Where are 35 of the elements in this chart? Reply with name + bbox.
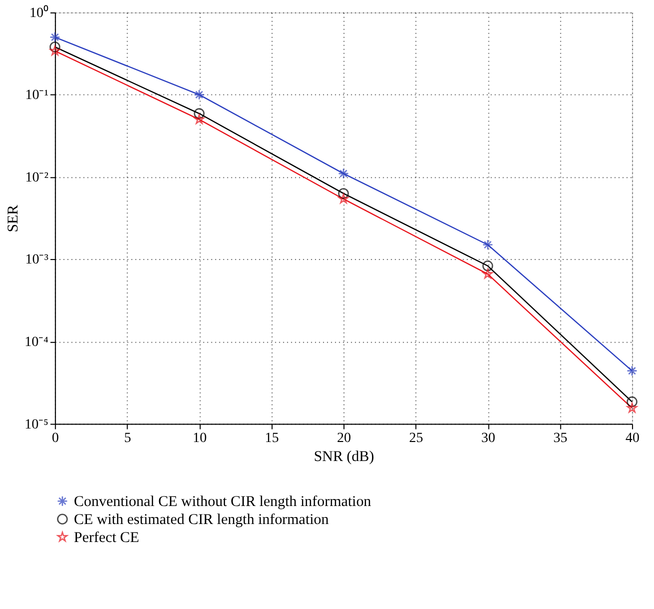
x-tick-label: 20 [336,431,351,446]
legend-label: Conventional CE without CIR length information [74,494,372,510]
y-tick-label: 10⁻¹ [25,88,48,104]
point [626,365,638,376]
point [50,46,60,56]
x-tick-label: 30 [481,431,496,446]
x-tick-label: 15 [264,431,279,446]
point [194,108,205,119]
y-tick-label: 10⁻³ [25,252,48,268]
x-axis-title: SNR (dB) [314,449,374,466]
x-tick-label: 0 [52,431,59,446]
y-axis-title: SER [6,204,22,232]
point [338,188,349,199]
point [50,42,60,52]
y-tick-label: 10⁰ [29,4,48,21]
point [338,168,349,179]
point [50,32,60,43]
point [626,396,638,408]
point [194,114,204,124]
point [194,89,205,100]
x-tick-label: 10 [192,431,207,446]
x-tick-label: 5 [124,431,132,446]
x-tick-label: 35 [553,431,568,446]
y-tick-label: 10⁻⁴ [24,334,49,350]
point [482,260,494,272]
point [482,268,493,279]
x-tick-label: 25 [409,431,424,446]
point [626,402,638,413]
y-tick-label: 10⁻⁵ [24,417,49,432]
point [338,194,349,204]
y-tick-label: 10⁻² [25,170,48,186]
point [482,239,494,250]
x-tick-label: 40 [626,431,640,446]
legend-label: CE with estimated CIR length information [74,512,330,528]
legend-label: Perfect CE [74,530,140,546]
